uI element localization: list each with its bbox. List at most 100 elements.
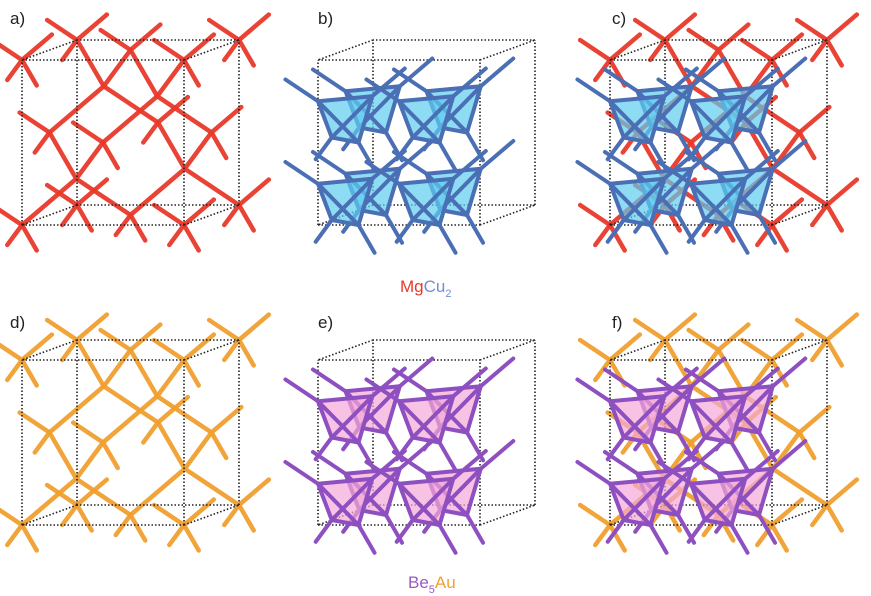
bond	[154, 205, 184, 225]
bond	[481, 59, 514, 87]
bond	[812, 505, 827, 525]
bond	[158, 123, 185, 169]
bond	[131, 325, 161, 350]
bond	[77, 340, 104, 386]
bond	[157, 360, 184, 396]
bond	[397, 520, 413, 542]
bond	[827, 180, 857, 205]
bond	[665, 15, 695, 40]
bond	[224, 40, 239, 60]
panel-label: f)	[612, 313, 622, 332]
cell-edge	[480, 340, 535, 360]
cell-edge	[318, 40, 373, 60]
bond	[184, 225, 199, 250]
bond	[440, 525, 456, 553]
bond	[239, 480, 269, 505]
bond	[157, 60, 184, 96]
bond	[812, 205, 827, 225]
formula-part: 2	[445, 288, 451, 300]
bond	[239, 40, 254, 65]
bond	[104, 50, 131, 86]
bond	[440, 143, 456, 171]
bond	[719, 25, 749, 50]
bond	[184, 60, 199, 85]
bond	[772, 335, 802, 360]
bond	[577, 462, 610, 484]
bond	[800, 407, 830, 432]
bond	[732, 443, 748, 471]
bond	[22, 225, 37, 250]
bond	[239, 340, 254, 365]
figure-canvas: a) b) c) d) e) f) MgCu2 Be5Au	[0, 0, 871, 596]
bond	[440, 225, 456, 253]
bond	[285, 380, 318, 402]
bond	[239, 505, 254, 530]
bond	[77, 505, 92, 530]
bond	[212, 133, 227, 158]
bond	[665, 40, 692, 86]
panel-label: d)	[10, 313, 25, 332]
bond	[467, 515, 483, 543]
bond	[580, 40, 610, 60]
bond	[7, 225, 22, 245]
bond	[212, 107, 242, 132]
bond	[0, 505, 22, 525]
bond	[131, 25, 161, 50]
bond	[7, 525, 22, 545]
bond	[77, 205, 92, 230]
bond	[827, 505, 842, 530]
bond	[812, 340, 827, 360]
bond	[169, 525, 184, 545]
bond	[440, 443, 456, 471]
bond	[20, 113, 50, 133]
bond	[35, 133, 50, 153]
bond	[184, 200, 214, 225]
bond	[131, 515, 146, 540]
bond	[7, 360, 22, 380]
bond	[77, 40, 104, 86]
bond	[577, 80, 610, 102]
bond	[359, 225, 375, 253]
bond	[359, 525, 375, 553]
cell-edge	[480, 505, 535, 525]
bond	[800, 107, 830, 132]
bond	[689, 520, 705, 542]
bond	[131, 50, 158, 96]
bond	[35, 433, 50, 453]
bond	[224, 340, 239, 360]
bond	[239, 205, 254, 230]
bond	[772, 35, 802, 60]
cell-edge	[480, 40, 535, 60]
panel-label: c)	[612, 9, 626, 28]
bond	[481, 441, 514, 469]
bond	[772, 200, 802, 225]
bond	[285, 162, 318, 184]
bond	[577, 162, 610, 184]
bond	[772, 500, 802, 525]
bond	[77, 315, 107, 340]
bond	[577, 380, 610, 402]
bond	[285, 462, 318, 484]
bond	[812, 40, 827, 60]
bond	[212, 433, 227, 458]
formula-part: Mg	[400, 277, 424, 296]
bond	[73, 423, 103, 443]
bond	[50, 433, 77, 479]
bond	[184, 500, 214, 525]
bond	[732, 143, 748, 171]
bond	[184, 525, 199, 550]
bond	[22, 35, 52, 60]
bond	[212, 407, 242, 432]
bond	[651, 225, 667, 253]
formula-part: Au	[435, 573, 456, 592]
bond	[742, 340, 772, 360]
bond	[239, 15, 269, 40]
bond	[77, 15, 107, 40]
bond	[827, 40, 842, 65]
figure: a) b) c) d) e) f) MgCu2 Be5Au	[0, 0, 871, 596]
bond	[665, 315, 695, 340]
bond	[131, 350, 158, 396]
bond	[610, 335, 640, 360]
bond	[131, 215, 146, 240]
bond	[154, 505, 184, 525]
